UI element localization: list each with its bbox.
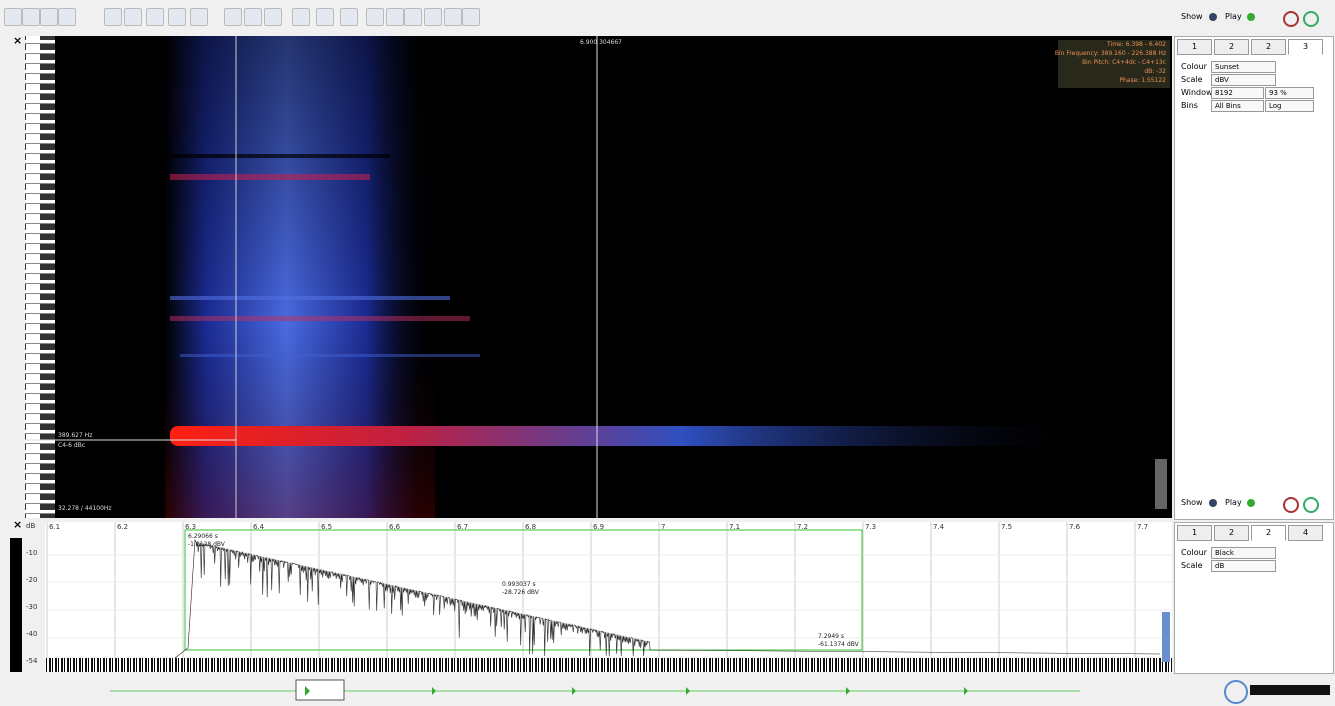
toolbar-button[interactable] [386, 8, 404, 26]
tab[interactable]: 2 [1214, 525, 1249, 541]
svg-text:×: × [13, 520, 22, 531]
y-axis-label: -20 [26, 576, 37, 584]
combo-box[interactable]: 8192 [1211, 87, 1264, 99]
info-line: Bin Pitch: C4+4dc - C4+13c [1082, 59, 1166, 66]
ruler-label: 6.2 [117, 523, 128, 531]
measure-label: -28.726 dBV [502, 589, 540, 596]
show-toggle[interactable] [1209, 13, 1217, 21]
show-label: Show [1181, 497, 1203, 509]
ruler-label: 7.4 [933, 523, 945, 531]
combo-box[interactable]: dBV [1211, 74, 1276, 86]
toolbar-button[interactable] [22, 8, 40, 26]
sample-rate: 32.278 / 44100Hz [58, 505, 112, 512]
toolbar-button[interactable] [340, 8, 358, 26]
y-axis-label: -30 [26, 603, 37, 611]
row-label: Window [1181, 87, 1213, 99]
play-label: Play [1225, 11, 1242, 23]
row-label: Colour [1181, 547, 1207, 559]
toolbar-button[interactable] [316, 8, 334, 26]
ruler-label: 7.5 [1001, 523, 1012, 531]
combo-box[interactable]: Black [1211, 547, 1276, 559]
toolbar-button[interactable] [366, 8, 384, 26]
toolbar-button[interactable] [146, 8, 164, 26]
tab[interactable]: 1 [1177, 525, 1212, 541]
tab[interactable]: 3 [1288, 39, 1323, 55]
spectrogram-pane: × 6.900 304667 389.627 Hz C4-6 dBc 32.27… [10, 34, 1172, 520]
toolbar-button[interactable] [224, 8, 242, 26]
toolbar-button[interactable] [244, 8, 262, 26]
toolbar-button[interactable] [124, 8, 142, 26]
toolbar-button[interactable] [264, 8, 282, 26]
ruler-label: 6.1 [49, 523, 60, 531]
info-line: Phase: 1.55122 [1119, 77, 1166, 84]
tab[interactable]: 1 [1177, 39, 1212, 55]
toolbar-button[interactable] [168, 8, 186, 26]
ruler-label: 7.6 [1069, 523, 1081, 531]
tab[interactable]: 2 [1251, 525, 1286, 541]
ruler-label: 7.3 [865, 523, 876, 531]
measure-label: -1.0128 dBV [188, 541, 226, 548]
info-line: Time: 6.398 - 6.402 [1106, 41, 1166, 48]
combo-box[interactable]: 93 % [1265, 87, 1314, 99]
pan-dial[interactable] [1303, 497, 1319, 513]
combo-box[interactable]: Log [1265, 100, 1314, 112]
play-toggle[interactable] [1247, 499, 1255, 507]
toolbar-button[interactable] [292, 8, 310, 26]
y-axis-label: -54 [26, 657, 38, 665]
volume-dial[interactable] [1224, 680, 1248, 704]
tab[interactable]: 2 [1214, 39, 1249, 55]
combo-box[interactable]: Sunset [1211, 61, 1276, 73]
row-label: Scale [1181, 560, 1203, 572]
toolbar-button[interactable] [104, 8, 122, 26]
toolbar-button[interactable] [58, 8, 76, 26]
measure-label: -61.1374 dBV [818, 641, 860, 648]
measure-label: 7.2949 s [818, 633, 844, 640]
toolbar-button[interactable] [190, 8, 208, 26]
combo-box[interactable]: dB [1211, 560, 1276, 572]
show-toggle[interactable] [1209, 499, 1217, 507]
row-label: Scale [1181, 74, 1203, 86]
app-window: {"spectrogram":{"cursor_time":"6.900 304… [0, 0, 1335, 706]
info-line: dB: -32 [1144, 68, 1166, 75]
info-line: Bin Frequency: 389.160 - 226.388 Hz [1055, 50, 1166, 57]
measure-label: 0.993037 s [502, 581, 536, 588]
ruler-label: 7.7 [1137, 523, 1148, 531]
cursor-time: 6.900 304667 [580, 39, 622, 46]
y-axis-label: dB [26, 522, 35, 530]
combo-box[interactable]: All Bins [1211, 100, 1264, 112]
toolbar-button[interactable] [462, 8, 480, 26]
pan-dial[interactable] [1303, 11, 1319, 27]
row-label: Colour [1181, 61, 1207, 73]
y-axis-label: -40 [26, 630, 37, 638]
svg-text:×: × [13, 34, 22, 47]
show-label: Show [1181, 11, 1203, 23]
gain-dial[interactable] [1283, 497, 1299, 513]
overview [20, 676, 1180, 706]
row-label: Bins [1181, 100, 1198, 112]
toolbar-button[interactable] [404, 8, 422, 26]
measure-label: 6.29066 s [188, 533, 218, 540]
play-label: Play [1225, 497, 1242, 509]
tab[interactable]: 2 [1251, 39, 1286, 55]
toolbar-button[interactable] [4, 8, 22, 26]
frequency-label: 389.627 Hz [58, 432, 92, 439]
tab[interactable]: 4 [1288, 525, 1323, 541]
toolbar-button[interactable] [424, 8, 442, 26]
y-axis-label: -10 [26, 549, 37, 557]
toolbar [0, 0, 1335, 32]
speed-bar[interactable] [1250, 685, 1330, 695]
play-toggle[interactable] [1247, 13, 1255, 21]
gain-dial[interactable] [1283, 11, 1299, 27]
toolbar-button[interactable] [40, 8, 58, 26]
note-label: C4-6 dBc [58, 442, 85, 449]
toolbar-button[interactable] [444, 8, 462, 26]
